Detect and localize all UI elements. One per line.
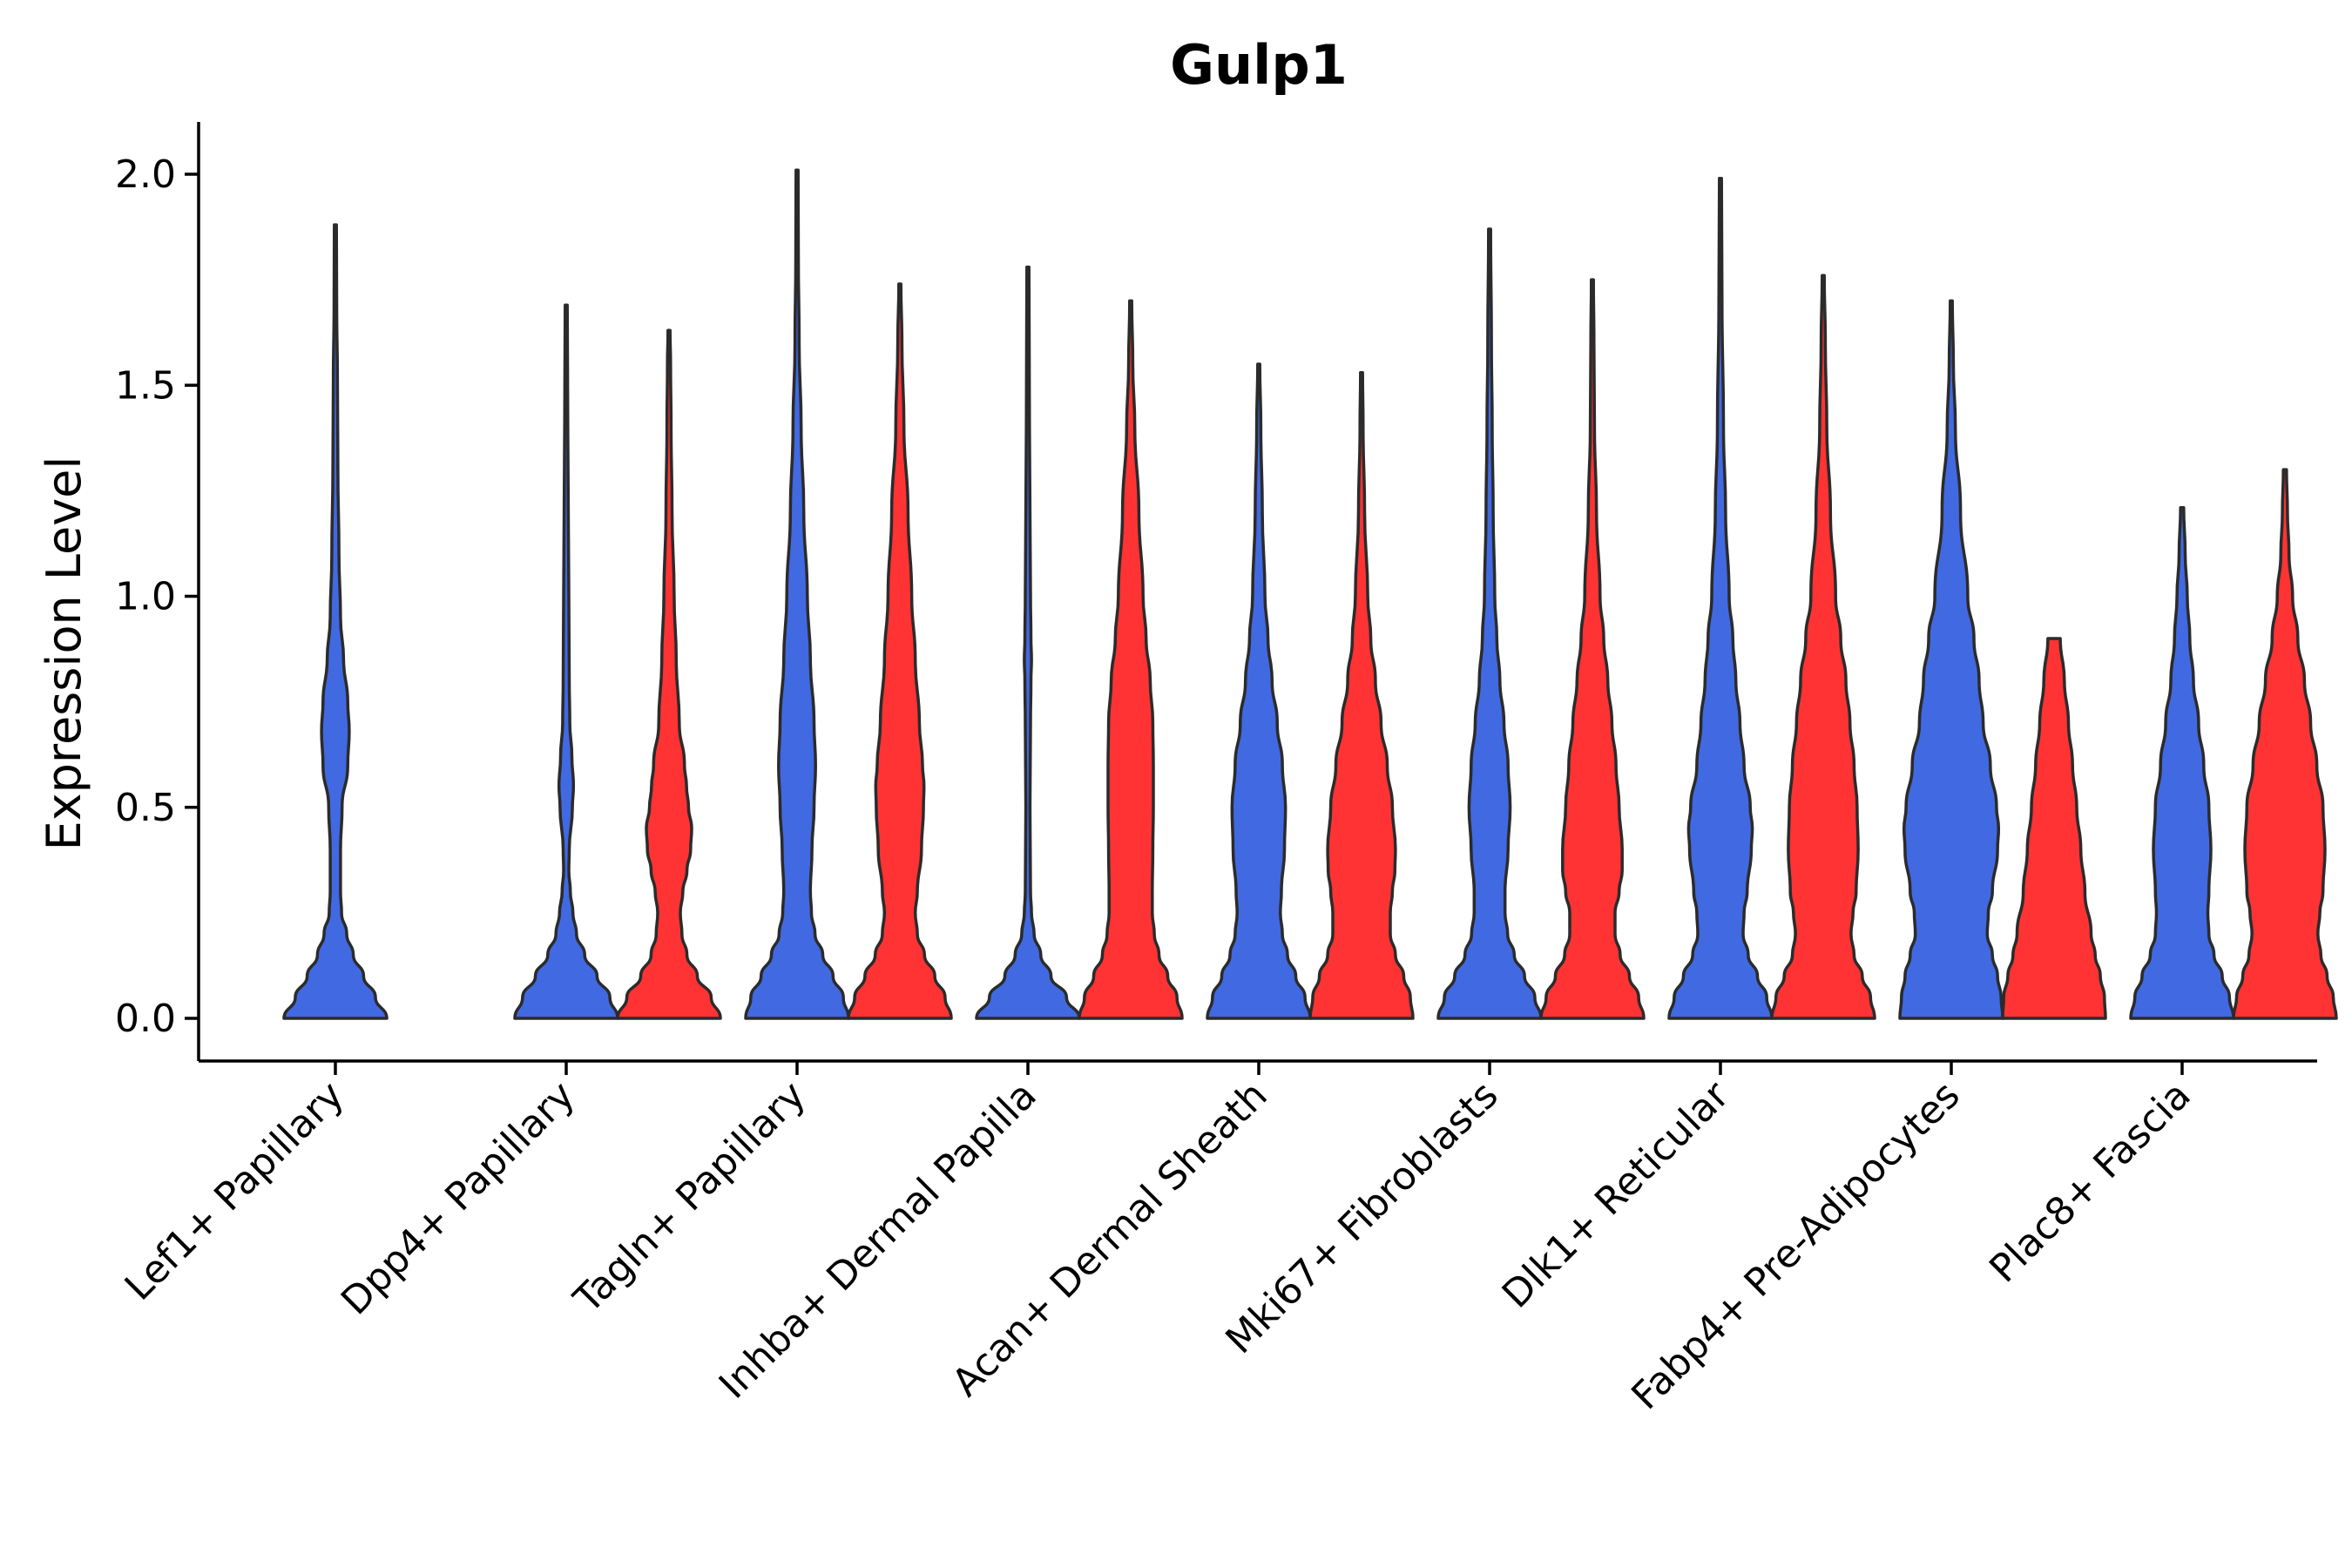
violin-6-0 bbox=[1667, 177, 1774, 1020]
x-tick-label: Plac8+ Fascia bbox=[1981, 1073, 2200, 1292]
x-tick-label: Dlk1+ Reticular bbox=[1494, 1072, 1739, 1317]
violin-1-1 bbox=[616, 328, 722, 1020]
violin-3-0 bbox=[975, 265, 1081, 1020]
violin-4-1 bbox=[1308, 370, 1415, 1020]
violin-7-0 bbox=[1898, 299, 2004, 1020]
violin-5-0 bbox=[1436, 227, 1543, 1020]
violin-1-0 bbox=[513, 303, 619, 1020]
chart-title: Gulp1 bbox=[1170, 33, 1348, 97]
y-tick-label: 2.0 bbox=[115, 152, 176, 197]
violin-2-1 bbox=[847, 282, 953, 1020]
y-tick-label: 1.5 bbox=[115, 363, 176, 408]
x-tick-label: Dpp4+ Papillary bbox=[333, 1073, 584, 1324]
x-tick-label: Lef1+ Papillary bbox=[117, 1073, 353, 1309]
violin-8-1 bbox=[2232, 468, 2338, 1020]
violin-7-1 bbox=[2001, 637, 2107, 1020]
y-axis-label: Expression Level bbox=[37, 456, 91, 851]
y-tick-label: 1.0 bbox=[115, 575, 176, 619]
y-tick-label: 0.0 bbox=[115, 997, 176, 1041]
violin-0-0 bbox=[282, 223, 389, 1020]
violin-6-1 bbox=[1770, 274, 1876, 1020]
violins-group bbox=[282, 168, 2338, 1020]
violin-4-0 bbox=[1206, 362, 1312, 1020]
violin-5-1 bbox=[1539, 278, 1646, 1020]
x-tick-label: Tagln+ Papillary bbox=[565, 1073, 814, 1322]
violin-3-1 bbox=[1078, 299, 1184, 1020]
violin-2-0 bbox=[744, 168, 850, 1020]
y-tick-label: 0.5 bbox=[115, 786, 176, 830]
y-axis: 0.0 0.5 1.0 1.5 2.0 bbox=[115, 122, 200, 1061]
violin-8-0 bbox=[2129, 506, 2235, 1020]
